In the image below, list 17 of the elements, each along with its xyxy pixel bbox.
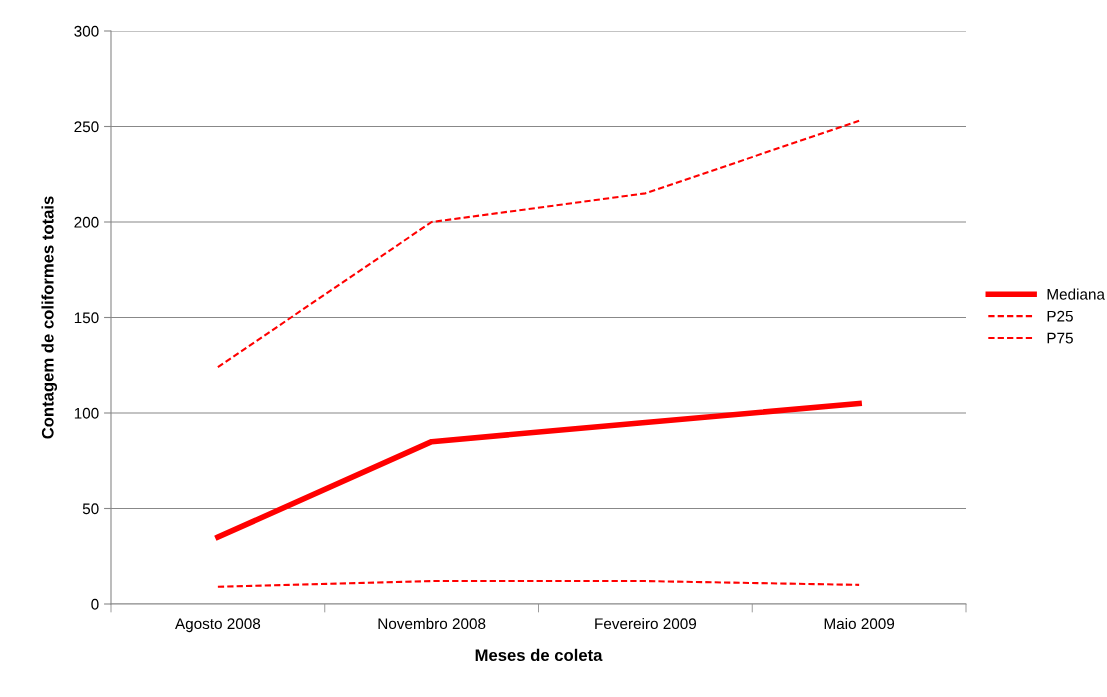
y-tick-label: 0 bbox=[91, 598, 99, 610]
x-tick-label: Novembro 2008 bbox=[378, 617, 486, 630]
y-tick-label: 250 bbox=[74, 121, 99, 133]
legend-label: P25 bbox=[1047, 310, 1073, 322]
line-series bbox=[216, 119, 861, 369]
legend-label: Mediana bbox=[1047, 288, 1105, 300]
y-tick-label: 300 bbox=[74, 25, 99, 37]
y-tick-label: 50 bbox=[82, 503, 99, 515]
x-tick-label: Agosto 2008 bbox=[175, 618, 261, 633]
y-tick-label: 100 bbox=[74, 407, 99, 419]
x-tick-label: Maio 2009 bbox=[824, 617, 895, 630]
x-tick-label: Fevereiro 2009 bbox=[595, 617, 697, 630]
y-axis-title: Contagem de coliformes totais bbox=[41, 196, 58, 439]
y-tick-label: 150 bbox=[74, 312, 99, 324]
legend-label: P75 bbox=[1047, 332, 1073, 344]
y-tick-label: 200 bbox=[74, 216, 99, 228]
x-axis-title: Meses de coleta bbox=[475, 648, 603, 662]
